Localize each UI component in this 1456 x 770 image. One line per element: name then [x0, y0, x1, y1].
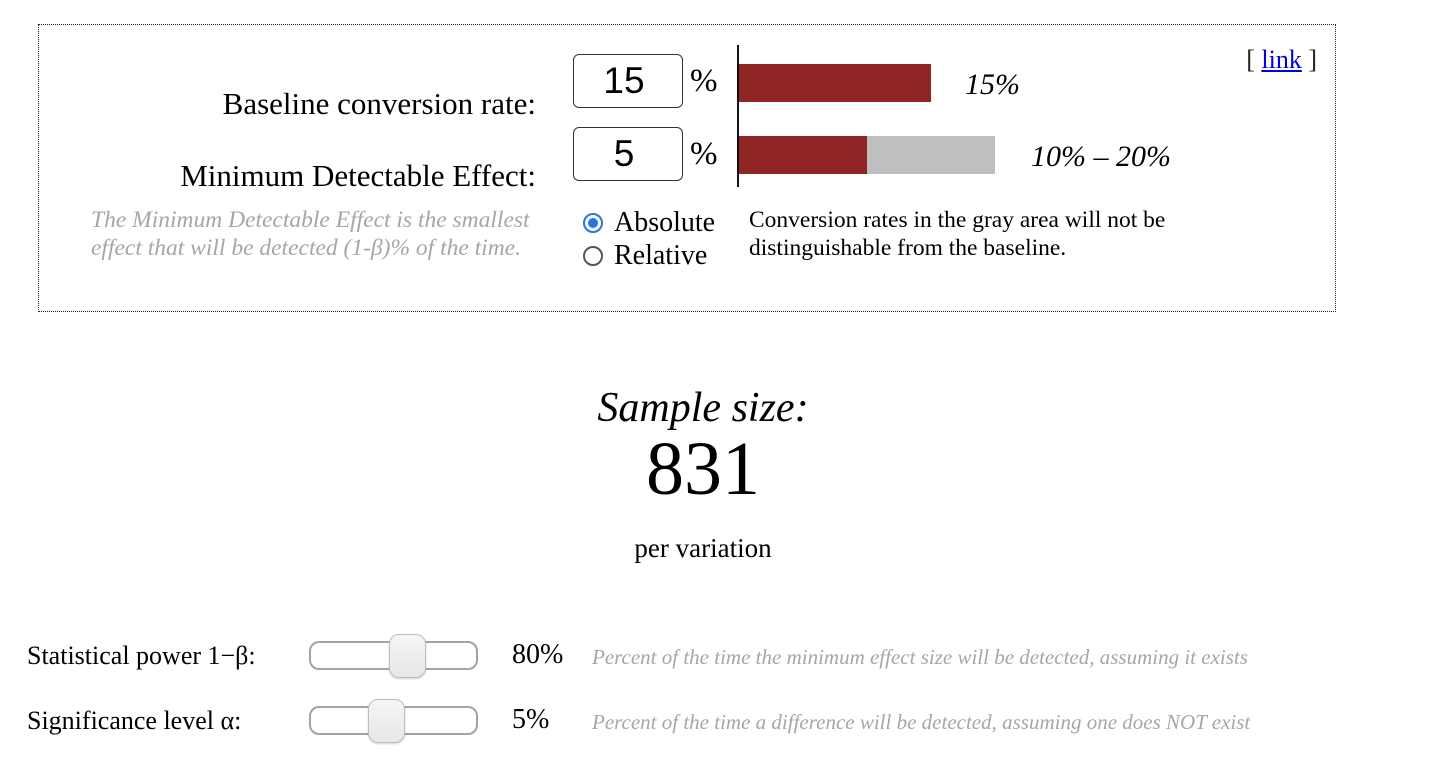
- radio-label-absolute[interactable]: Absolute: [614, 206, 716, 238]
- significance-level-label: Significance level α:: [27, 706, 242, 735]
- permalink: [ link ]: [1246, 45, 1317, 75]
- baseline-rate-label: Baseline conversion rate:: [222, 86, 536, 121]
- mde-input[interactable]: [573, 127, 683, 181]
- statistical-power-slider-thumb[interactable]: [388, 633, 426, 678]
- bar-axis-line: [737, 45, 739, 187]
- radio-button-relative[interactable]: [583, 245, 603, 266]
- sample-size-value: 831: [646, 427, 760, 511]
- calculator-panel: [ link ] Baseline conversion rate: % Min…: [38, 24, 1336, 312]
- baseline-rate-input[interactable]: [573, 54, 683, 108]
- detectable-range-bar-label: 10% – 20%: [1031, 140, 1171, 173]
- mde-label: Minimum Detectable Effect:: [180, 158, 536, 193]
- statistical-power-slider[interactable]: [309, 633, 478, 678]
- significance-level-slider[interactable]: [309, 698, 478, 743]
- sample-size-title: Sample size:: [597, 385, 809, 431]
- statistical-power-note: Percent of the time the minimum effect s…: [592, 645, 1248, 669]
- baseline-rate-unit: %: [690, 63, 718, 99]
- radio-button-absolute[interactable]: [583, 212, 603, 233]
- per-variation-label: per variation: [634, 533, 772, 563]
- significance-level-slider-thumb[interactable]: [367, 698, 405, 743]
- mde-unit: %: [690, 136, 718, 172]
- radio-option-absolute[interactable]: Absolute: [583, 206, 715, 239]
- statistical-power-value: 80%: [512, 639, 564, 670]
- detectable-range-bar: [739, 136, 995, 174]
- mde-explanation-note: The Minimum Detectable Effect is the sma…: [91, 207, 530, 261]
- baseline-bar-label: 15%: [965, 68, 1020, 101]
- baseline-bar: [739, 64, 931, 102]
- significance-level-value: 5%: [512, 704, 550, 735]
- radio-label-relative[interactable]: Relative: [614, 239, 708, 271]
- significance-level-note: Percent of the time a difference will be…: [592, 710, 1251, 734]
- gray-area-note: Conversion rates in the gray area will n…: [749, 207, 1166, 261]
- permalink-link[interactable]: link: [1261, 45, 1302, 74]
- mde-mode-radio-group: Absolute Relative: [583, 206, 715, 272]
- statistical-power-label: Statistical power 1−β:: [27, 641, 256, 670]
- permalink-bracket-right: ]: [1308, 45, 1317, 74]
- radio-option-relative[interactable]: Relative: [583, 239, 715, 272]
- permalink-bracket-left: [: [1246, 45, 1255, 74]
